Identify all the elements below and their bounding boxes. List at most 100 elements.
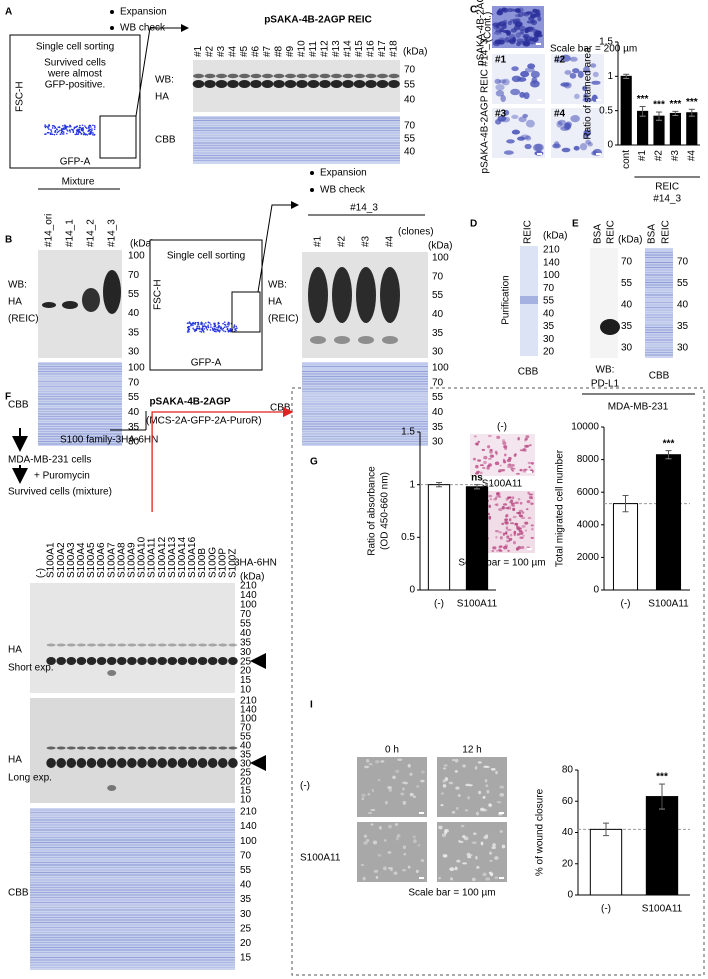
cell bbox=[500, 94, 506, 103]
image-label: #3 bbox=[495, 109, 507, 120]
scale-note: Scale bar = 200 µm bbox=[550, 44, 637, 55]
cell bbox=[501, 844, 506, 849]
cell bbox=[508, 33, 516, 40]
lane-label: #5 bbox=[239, 45, 250, 57]
panel-label: E bbox=[572, 219, 579, 230]
cell bbox=[504, 36, 510, 43]
cell bbox=[534, 143, 544, 152]
kda-marker: 55 bbox=[432, 290, 444, 301]
blot-band bbox=[188, 746, 197, 750]
cell bbox=[495, 83, 505, 91]
cell bbox=[365, 838, 370, 843]
lane-label: #2 bbox=[205, 45, 216, 57]
blot-label: (REIC) bbox=[8, 314, 39, 325]
cell bbox=[501, 439, 506, 443]
lane-label: S100A14 bbox=[177, 536, 188, 578]
x-tick-label: (-) bbox=[434, 599, 444, 610]
gate bbox=[231, 291, 261, 333]
cell bbox=[557, 119, 567, 126]
cell bbox=[393, 871, 398, 875]
cell bbox=[510, 467, 514, 471]
blot-band bbox=[76, 758, 87, 768]
flow-dot bbox=[93, 124, 96, 127]
blot-band bbox=[82, 288, 100, 312]
cell bbox=[530, 502, 534, 505]
blot-band bbox=[382, 336, 398, 344]
flow-dot bbox=[47, 126, 49, 129]
blot-label: PD-L1 bbox=[591, 379, 620, 390]
flow-dot bbox=[188, 328, 191, 330]
lane-label: BSA bbox=[593, 224, 604, 244]
blot-band bbox=[56, 657, 66, 665]
kda-marker: 210 bbox=[240, 696, 257, 707]
flow-dot bbox=[78, 128, 81, 131]
cell bbox=[498, 8, 503, 13]
cell bbox=[384, 800, 388, 805]
cell bbox=[518, 529, 523, 533]
blot-band bbox=[62, 301, 78, 309]
kda-marker: 25 bbox=[240, 656, 252, 667]
blot-label: WB: bbox=[596, 365, 615, 376]
cell bbox=[521, 511, 525, 514]
blot-band bbox=[66, 643, 76, 647]
flow-dot bbox=[82, 133, 85, 136]
flow-dot bbox=[233, 325, 236, 328]
flow-dot bbox=[218, 330, 221, 333]
bar bbox=[686, 112, 698, 146]
cell bbox=[496, 435, 501, 439]
cell bbox=[413, 839, 417, 844]
kda-marker: 55 bbox=[543, 296, 555, 307]
cell bbox=[415, 869, 419, 873]
cell bbox=[525, 435, 530, 439]
cell bbox=[511, 75, 522, 83]
flow-dot bbox=[54, 130, 57, 132]
blot-band bbox=[86, 657, 97, 665]
cell bbox=[573, 145, 580, 151]
flow-dot bbox=[207, 324, 209, 326]
flow-dot bbox=[235, 329, 237, 332]
time-label: 12 h bbox=[462, 745, 481, 756]
flow-dot bbox=[217, 325, 220, 328]
cell bbox=[442, 784, 447, 788]
cell bbox=[528, 493, 534, 496]
blot-band bbox=[46, 746, 56, 750]
lane-label: REIC bbox=[606, 220, 617, 244]
cell bbox=[517, 497, 521, 501]
insert: S100 family-3HA-6HN bbox=[60, 435, 158, 446]
cell bbox=[507, 549, 510, 552]
blot-band bbox=[216, 73, 227, 79]
scale-bar bbox=[419, 877, 424, 879]
blot-band bbox=[218, 746, 228, 750]
kda-marker: 70 bbox=[621, 257, 633, 268]
image-label: #2 bbox=[554, 55, 566, 66]
flow-dot bbox=[198, 327, 200, 330]
flow-dot bbox=[233, 324, 236, 326]
cell bbox=[375, 760, 380, 764]
flow-dot bbox=[57, 126, 60, 129]
cell bbox=[412, 835, 416, 839]
flow-dot bbox=[190, 324, 193, 326]
cell bbox=[402, 800, 407, 805]
cell bbox=[524, 521, 529, 525]
cell bbox=[397, 758, 403, 761]
flow-dot bbox=[93, 128, 96, 131]
cell bbox=[585, 139, 592, 145]
lane-label: BSA bbox=[647, 224, 658, 244]
flow-dot bbox=[50, 131, 53, 133]
cell bbox=[506, 496, 510, 500]
cell bbox=[564, 70, 572, 75]
cell bbox=[488, 494, 493, 498]
significance: *** bbox=[637, 94, 649, 105]
flow-dot bbox=[86, 134, 89, 136]
cell bbox=[486, 789, 490, 794]
flow-dot bbox=[64, 124, 66, 127]
blot-label: Purification bbox=[501, 275, 512, 324]
flow-dot bbox=[92, 124, 94, 127]
bar bbox=[655, 454, 682, 591]
flow-dot bbox=[219, 329, 221, 331]
cell bbox=[407, 865, 411, 869]
flow-dot bbox=[78, 126, 81, 129]
kda-marker: 30 bbox=[432, 437, 444, 448]
cell bbox=[591, 80, 601, 85]
cell bbox=[462, 764, 466, 768]
